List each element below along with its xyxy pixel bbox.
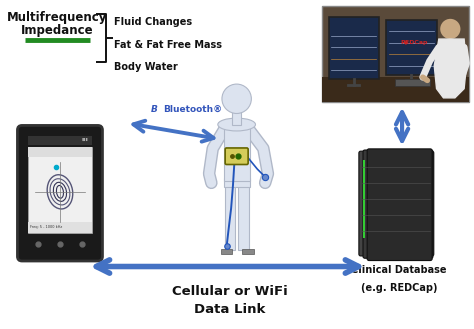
Bar (220, 249, 232, 254)
Bar (386, 20, 437, 75)
Bar (363, 160, 365, 238)
Text: Body Water: Body Water (114, 63, 178, 72)
Bar (27, 136, 92, 145)
Bar (224, 125, 249, 181)
FancyBboxPatch shape (359, 151, 434, 256)
Text: ▮▮▮: ▮▮▮ (82, 138, 89, 142)
FancyBboxPatch shape (225, 148, 248, 164)
Text: (e.g. REDCap): (e.g. REDCap) (361, 283, 437, 293)
Polygon shape (434, 39, 466, 98)
FancyBboxPatch shape (363, 150, 433, 258)
Text: Fat & Fat Free Mass: Fat & Fat Free Mass (114, 39, 222, 49)
FancyBboxPatch shape (367, 149, 432, 261)
FancyBboxPatch shape (18, 125, 102, 261)
Text: Multifrequency: Multifrequency (7, 11, 108, 24)
Circle shape (222, 84, 251, 114)
Bar (27, 222, 92, 233)
Text: Fluid Changes: Fluid Changes (114, 16, 192, 27)
FancyArrowPatch shape (396, 112, 408, 141)
Bar (27, 147, 92, 233)
FancyArrowPatch shape (133, 121, 214, 141)
Text: Impedance: Impedance (21, 24, 94, 38)
Bar (225, 185, 235, 249)
Circle shape (440, 19, 460, 39)
Text: Clinical Database: Clinical Database (351, 265, 447, 275)
Bar (27, 147, 92, 157)
Bar (322, 77, 469, 102)
Text: Freq: 5 - 1000 kHz: Freq: 5 - 1000 kHz (30, 225, 62, 229)
FancyArrowPatch shape (96, 260, 359, 273)
Text: Cellular or WiFi: Cellular or WiFi (172, 285, 288, 298)
Bar (395, 80, 429, 87)
Bar (328, 17, 379, 80)
Text: Bluetooth®: Bluetooth® (163, 105, 222, 114)
FancyBboxPatch shape (322, 6, 469, 102)
Bar (232, 112, 241, 124)
Text: REDCap: REDCap (400, 40, 427, 45)
Bar (224, 178, 249, 188)
Bar (238, 185, 248, 249)
Ellipse shape (218, 118, 255, 131)
Bar (242, 249, 254, 254)
Text: B: B (151, 105, 157, 114)
Text: +: + (402, 40, 408, 46)
Text: Data Link: Data Link (194, 303, 265, 316)
